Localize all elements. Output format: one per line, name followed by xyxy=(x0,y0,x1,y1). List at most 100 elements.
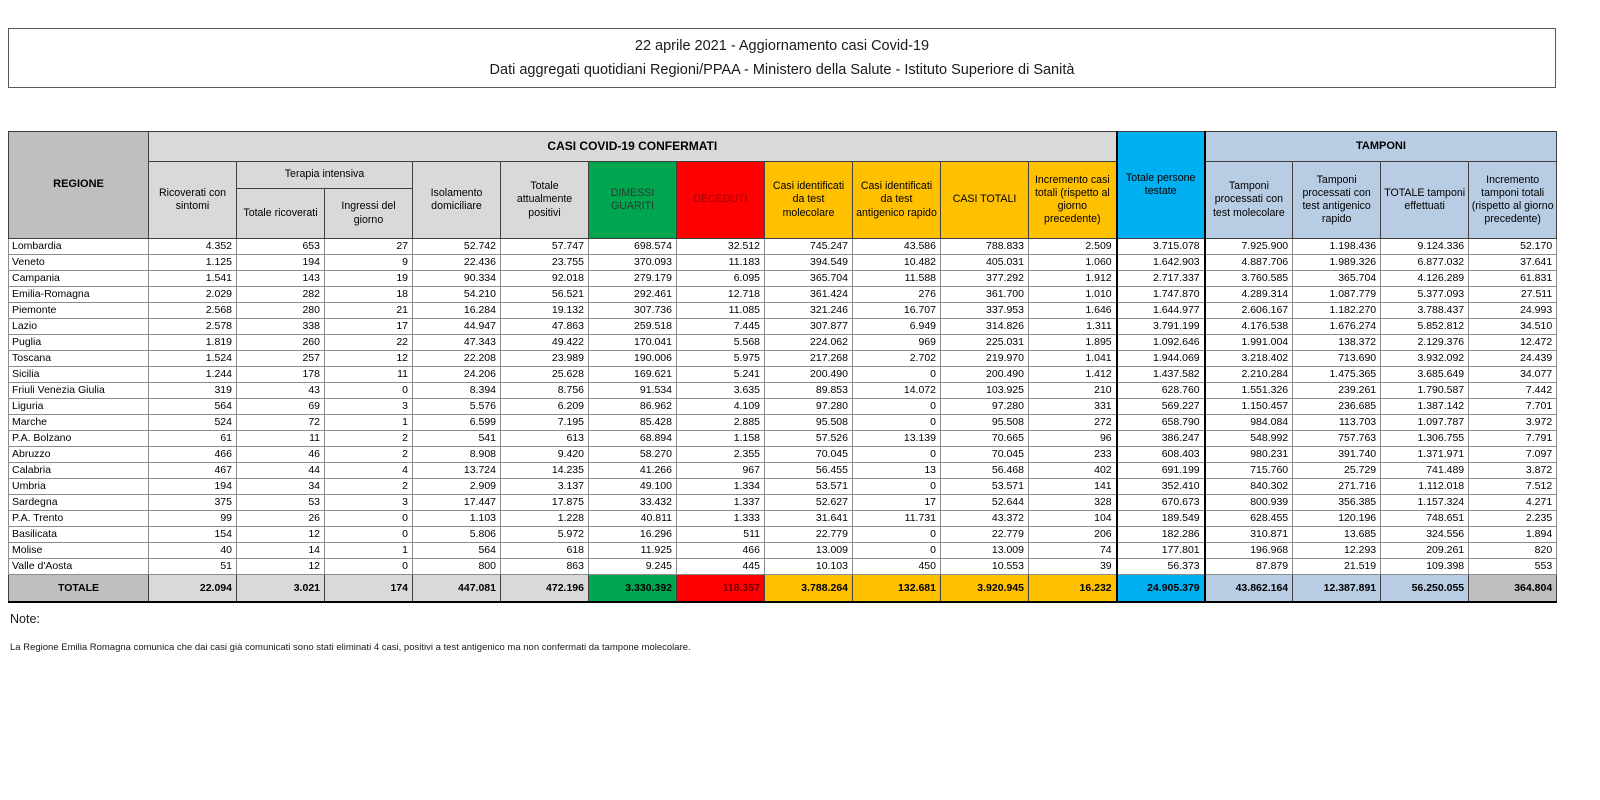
table-row: Toscana 1.524 257 12 22.208 23.989 190.006 5.97… xyxy=(8,350,1558,367)
value-cell: 95.508 xyxy=(940,414,1029,431)
table-row: Sicilia 1.244 178 11 24.206 25.628 169.621 5.24… xyxy=(8,366,1558,383)
value-cell: 21 xyxy=(324,302,413,319)
value-cell: 189.549 xyxy=(1115,510,1206,527)
value-cell: 3.932.092 xyxy=(1380,350,1470,367)
value-cell: 113.703 xyxy=(1292,414,1382,431)
value-cell: 4.176.538 xyxy=(1204,318,1294,335)
value-cell: 613 xyxy=(500,430,589,447)
value-cell: 1.437.582 xyxy=(1115,366,1206,383)
value-cell: 89.853 xyxy=(764,382,853,399)
region-name-cell: Sicilia xyxy=(8,366,149,383)
value-cell: 0 xyxy=(324,526,413,543)
table-row: Abruzzo 466 46 2 8.908 9.420 58.270 2.355 70.045… xyxy=(8,446,1558,463)
notes-section: Note: La Regione Emilia Romagna comunica… xyxy=(10,612,691,653)
value-cell: 194 xyxy=(148,478,237,495)
value-cell: 282 xyxy=(236,286,325,303)
value-cell: 16.707 xyxy=(852,302,941,319)
value-cell: 11.183 xyxy=(676,254,765,271)
report-title-line1: 22 aprile 2021 - Aggiornamento casi Covi… xyxy=(634,37,930,54)
value-cell: 9.245 xyxy=(588,558,677,575)
table-row: P.A. Trento 99 26 0 1.103 1.228 40.811 1.333 31.… xyxy=(8,510,1558,527)
header-casi-confermati: CASI COVID-19 CONFERMATI xyxy=(147,131,1118,162)
value-cell: 34 xyxy=(236,478,325,495)
value-cell: 72 xyxy=(236,414,325,431)
value-cell: 820 xyxy=(1468,542,1558,559)
value-cell: 564 xyxy=(412,542,501,559)
value-cell: 280 xyxy=(236,302,325,319)
value-cell: 99 xyxy=(148,510,237,527)
value-cell: 219.970 xyxy=(940,350,1029,367)
value-cell: 97.280 xyxy=(764,398,853,415)
totale-label-cell: TOTALE xyxy=(8,574,149,603)
value-cell: 7.701 xyxy=(1468,398,1558,415)
value-cell: 2.702 xyxy=(852,350,941,367)
value-cell: 109.398 xyxy=(1380,558,1470,575)
value-cell: 257 xyxy=(236,350,325,367)
value-cell: 44 xyxy=(236,462,325,479)
value-cell: 969 xyxy=(852,334,941,351)
value-cell: 569.227 xyxy=(1115,398,1206,415)
value-cell: 3.635 xyxy=(676,382,765,399)
totale-value-cell: 3.021 xyxy=(236,574,325,603)
value-cell: 745.247 xyxy=(764,238,853,255)
value-cell: 87.879 xyxy=(1204,558,1294,575)
value-cell: 337.953 xyxy=(940,302,1029,319)
value-cell: 120.196 xyxy=(1292,510,1382,527)
value-cell: 608.403 xyxy=(1115,446,1206,463)
value-cell: 260 xyxy=(236,334,325,351)
value-cell: 1.198.436 xyxy=(1292,238,1382,255)
value-cell: 2 xyxy=(324,478,413,495)
value-cell: 361.700 xyxy=(940,286,1029,303)
value-cell: 1.158 xyxy=(676,430,765,447)
value-cell: 58.270 xyxy=(588,446,677,463)
table-row: Emilia-Romagna 2.029 282 18 54.210 56.521 292.… xyxy=(8,286,1558,303)
value-cell: 90.334 xyxy=(412,270,501,287)
value-cell: 338 xyxy=(236,318,325,335)
value-cell: 70.045 xyxy=(764,446,853,463)
value-cell: 7.512 xyxy=(1468,478,1558,495)
value-cell: 1.991.004 xyxy=(1204,334,1294,351)
value-cell: 52.742 xyxy=(412,238,501,255)
table-row: Liguria 564 69 3 5.576 6.209 86.962 4.109 97.280… xyxy=(8,398,1558,415)
value-cell: 3.791.199 xyxy=(1115,318,1206,335)
value-cell: 375 xyxy=(148,494,237,511)
value-cell: 0 xyxy=(852,526,941,543)
value-cell: 713.690 xyxy=(1292,350,1382,367)
title-box: 22 aprile 2021 - Aggiornamento casi Covi… xyxy=(8,28,1556,88)
value-cell: 14.235 xyxy=(500,462,589,479)
value-cell: 13.009 xyxy=(940,542,1029,559)
header-ingressi-giorno: Ingressi del giorno xyxy=(324,188,413,239)
value-cell: 0 xyxy=(324,510,413,527)
header-casi-antigenico: Casi identificati da test antigenico rap… xyxy=(852,161,941,239)
value-cell: 377.292 xyxy=(940,270,1029,287)
value-cell: 10.103 xyxy=(764,558,853,575)
value-cell: 13.009 xyxy=(764,542,853,559)
value-cell: 17.447 xyxy=(412,494,501,511)
value-cell: 314.826 xyxy=(940,318,1029,335)
value-cell: 1.182.270 xyxy=(1292,302,1382,319)
totale-value-cell: 364.804 xyxy=(1468,574,1558,603)
value-cell: 9 xyxy=(324,254,413,271)
value-cell: 97.280 xyxy=(940,398,1029,415)
region-name-cell: Molise xyxy=(8,542,149,559)
value-cell: 1.150.457 xyxy=(1204,398,1294,415)
value-cell: 74 xyxy=(1027,542,1118,559)
table-row: Sardegna 375 53 3 17.447 17.875 33.432 1.337 52.… xyxy=(8,494,1558,511)
value-cell: 356.385 xyxy=(1292,494,1382,511)
value-cell: 7.442 xyxy=(1468,382,1558,399)
region-name-cell: Valle d'Aosta xyxy=(8,558,149,575)
report-title-line2: Dati aggregati quotidiani Regioni/PPAA -… xyxy=(489,62,1075,79)
value-cell: 22 xyxy=(324,334,413,351)
value-cell: 1.306.755 xyxy=(1380,430,1470,447)
value-cell: 209.261 xyxy=(1380,542,1470,559)
totale-value-cell: 3.920.945 xyxy=(940,574,1029,603)
table-row: P.A. Bolzano 61 11 2 541 613 68.894 1.158 57.526… xyxy=(8,430,1558,447)
table-row: Calabria 467 44 4 13.724 14.235 41.266 967 56.45… xyxy=(8,462,1558,479)
totale-value-cell: 12.387.891 xyxy=(1292,574,1382,603)
value-cell: 14.072 xyxy=(852,382,941,399)
value-cell: 394.549 xyxy=(764,254,853,271)
value-cell: 0 xyxy=(852,446,941,463)
value-cell: 16.296 xyxy=(588,526,677,543)
value-cell: 57.747 xyxy=(500,238,589,255)
value-cell: 34.510 xyxy=(1468,318,1558,335)
